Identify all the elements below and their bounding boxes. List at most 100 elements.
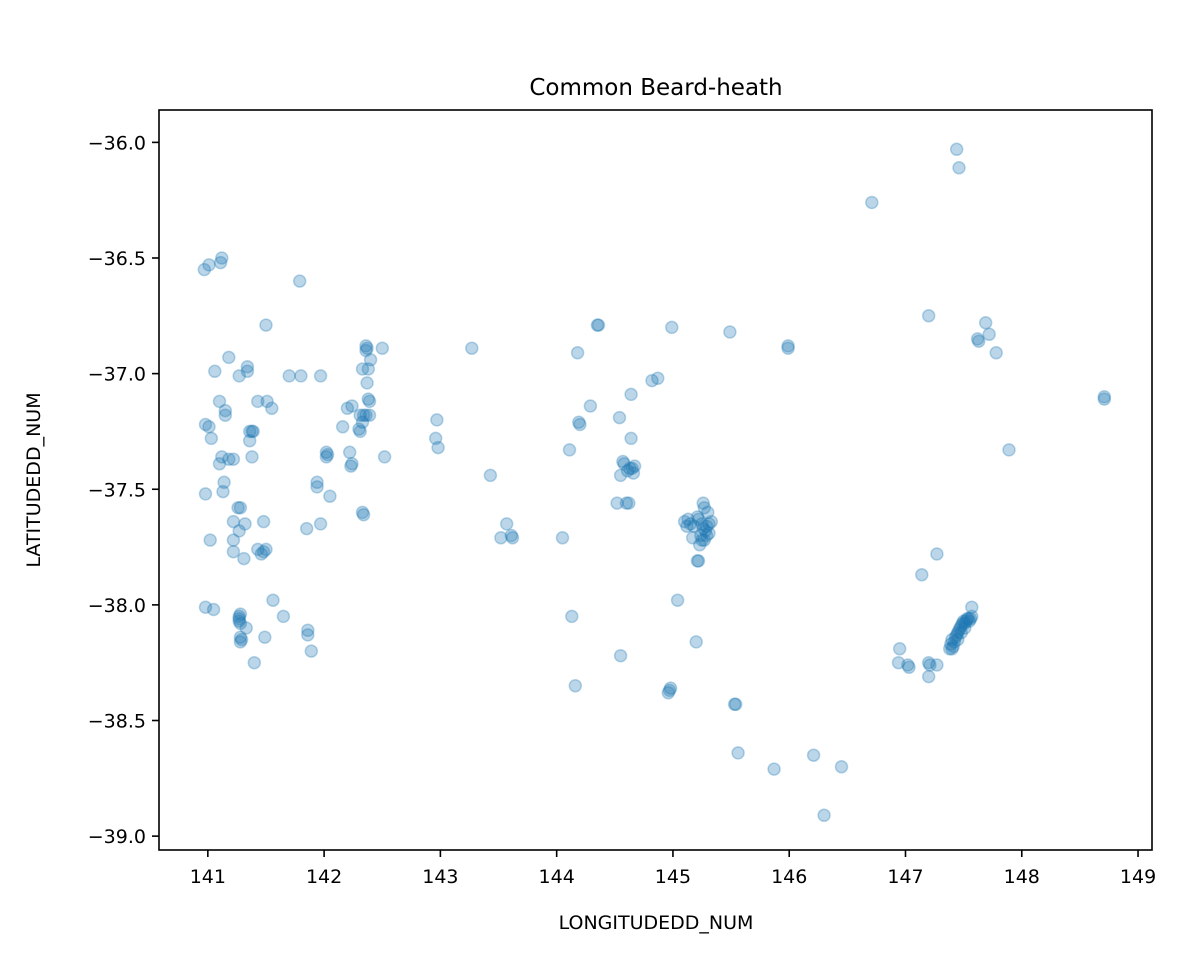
data-point [570, 346, 585, 360]
data-point [949, 142, 964, 157]
data-point [690, 554, 705, 568]
data-point [198, 600, 213, 614]
data-point [377, 450, 392, 464]
data-point [665, 320, 679, 335]
data-point [695, 533, 709, 547]
data-point [232, 614, 246, 628]
data-point [565, 609, 579, 624]
chart-title: Common Beard-heath [529, 75, 782, 101]
data-point [989, 346, 1003, 360]
data-point [699, 519, 714, 533]
data-point [651, 371, 665, 386]
data-point [624, 387, 638, 402]
data-point [251, 394, 265, 409]
data-point [505, 531, 520, 545]
data-point [310, 480, 324, 494]
data-point [204, 431, 219, 446]
data-point [218, 403, 233, 418]
data-point [345, 399, 359, 413]
data-point [702, 526, 716, 540]
data-point [232, 524, 246, 538]
data-point [677, 514, 692, 529]
data-point [344, 459, 358, 473]
x-axis-ticks: 141 142 143 144 145 146 147 148 149 [190, 850, 1156, 888]
data-point [696, 496, 710, 510]
data-point [360, 341, 374, 355]
x-tick-label: 148 [1004, 866, 1040, 888]
data-point [619, 496, 634, 510]
data-point [626, 466, 641, 480]
data-point [1097, 392, 1112, 406]
data-point [222, 350, 236, 365]
data-point [335, 420, 350, 434]
data-point [683, 517, 698, 531]
data-point [942, 642, 957, 656]
x-tick-label: 149 [1120, 866, 1156, 888]
data-point [978, 316, 993, 330]
data-point [206, 602, 221, 617]
data-point [661, 686, 676, 700]
data-point [951, 625, 965, 640]
data-point [233, 635, 248, 649]
x-axis-label: LONGITUDEDD_NUM [559, 912, 754, 934]
data-point [865, 195, 879, 210]
data-point [353, 424, 367, 439]
data-point [246, 424, 260, 439]
data-point [301, 628, 315, 642]
data-point [202, 258, 216, 272]
data-point [954, 625, 969, 640]
data-point [680, 519, 694, 533]
data-point [202, 420, 216, 434]
data-point [945, 632, 959, 647]
data-point [299, 521, 314, 536]
data-point [504, 528, 519, 543]
data-point [620, 464, 635, 478]
data-point [610, 496, 624, 510]
data-point [352, 422, 366, 436]
data-point [572, 415, 586, 429]
data-point [921, 669, 936, 684]
data-point [568, 679, 583, 693]
data-point [781, 339, 795, 353]
data-point [691, 512, 706, 527]
data-point [573, 417, 587, 432]
data-point [360, 376, 374, 390]
data-point [251, 542, 265, 557]
x-tick-label: 141 [190, 866, 226, 888]
data-point [499, 517, 514, 531]
data-point [266, 593, 280, 607]
data-point [359, 339, 373, 353]
data-point [355, 505, 370, 520]
data-point [212, 457, 227, 471]
data-point [963, 612, 978, 626]
data-point [222, 452, 236, 466]
data-point [1097, 390, 1112, 404]
data-point [465, 341, 479, 355]
data-point [259, 318, 273, 332]
data-point [946, 639, 960, 654]
data-point [781, 341, 795, 355]
data-point [304, 644, 319, 658]
data-point [276, 609, 291, 624]
data-point [687, 519, 701, 533]
data-point [198, 487, 213, 501]
data-point [431, 440, 445, 455]
y-axis-label: LATITUDEDD_NUM [23, 392, 45, 567]
data-point [203, 533, 217, 547]
data-point [731, 746, 745, 760]
data-point [923, 658, 937, 672]
data-point [982, 327, 996, 342]
data-point [320, 447, 335, 462]
data-point [233, 607, 248, 621]
data-point [965, 600, 979, 614]
data-point [681, 512, 695, 527]
data-point [355, 415, 370, 429]
data-point [949, 628, 964, 642]
data-point [727, 697, 742, 712]
data-point [208, 364, 222, 379]
data-point [699, 528, 714, 543]
data-point [622, 496, 636, 510]
data-point [891, 655, 906, 670]
data-point [345, 457, 359, 471]
